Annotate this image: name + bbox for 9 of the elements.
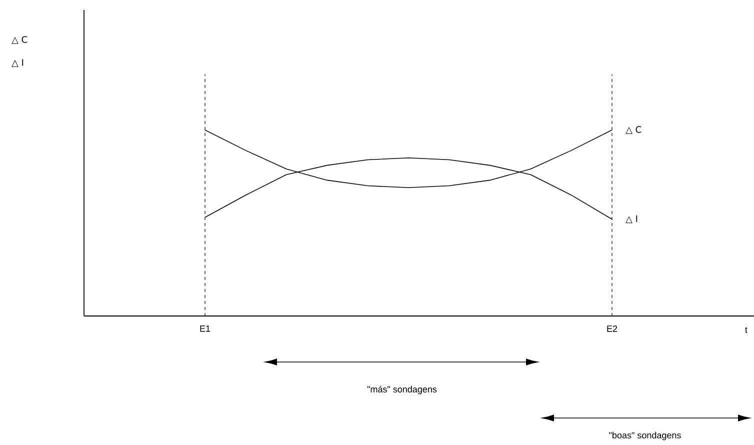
- text: △ C: [12, 36, 28, 44]
- text: △ I: [12, 59, 24, 67]
- text: "más" sondagens: [367, 386, 437, 394]
- x-tick-label: E1: [200, 326, 210, 332]
- text: "boas" sondagens: [609, 432, 681, 440]
- series-label: △ C: [626, 126, 642, 134]
- x-tick-label: E2: [607, 326, 618, 332]
- series-label: △ I: [626, 215, 638, 224]
- text: t: [745, 327, 748, 333]
